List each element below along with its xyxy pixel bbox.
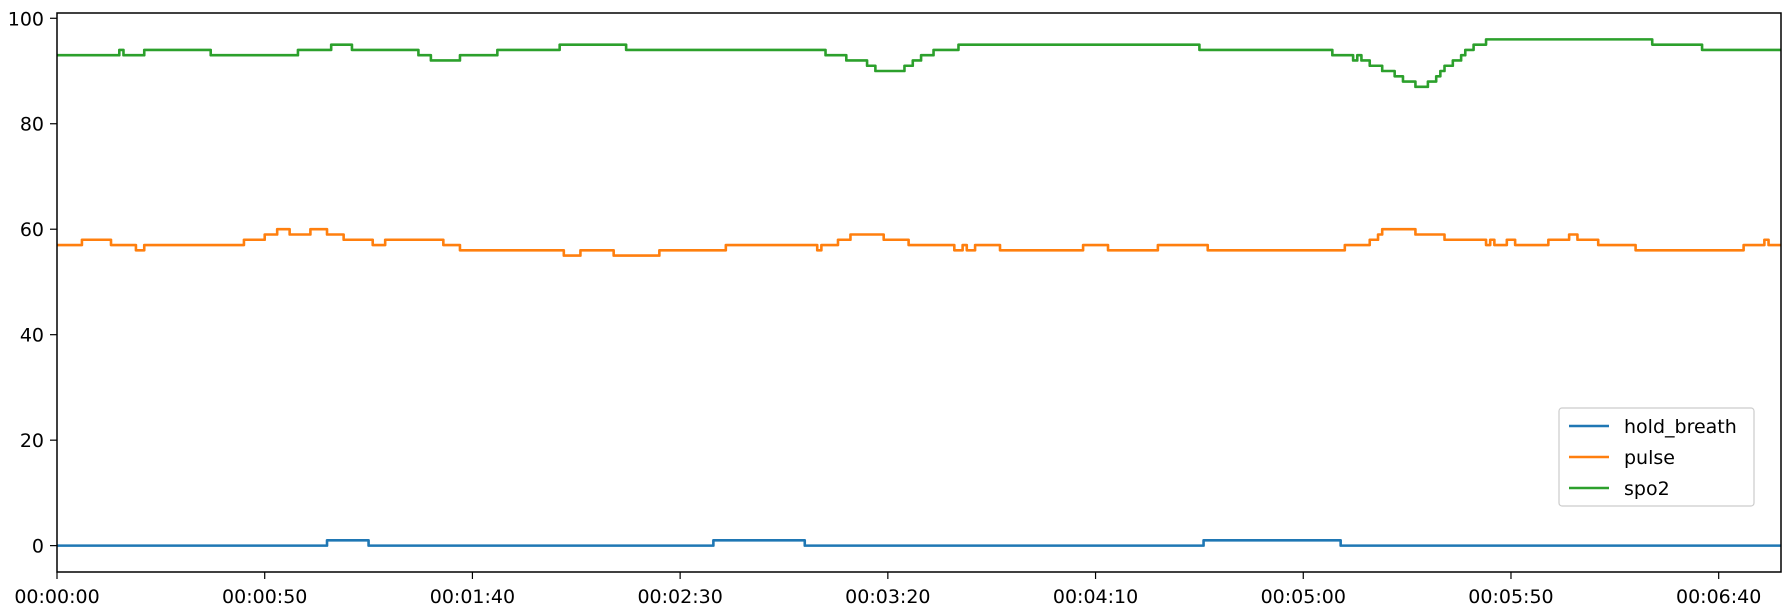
- series-line-pulse: [57, 227, 1781, 257]
- series-line-spo2: [57, 38, 1781, 89]
- y-tick-label: 0: [32, 536, 44, 558]
- y-tick-label: 60: [20, 219, 44, 241]
- x-tick-label: 00:03:20: [845, 586, 930, 608]
- plot-frame: [56, 12, 1782, 573]
- legend-label-pulse: pulse: [1624, 447, 1675, 469]
- y-tick-label: 40: [20, 325, 44, 347]
- x-tick-label: 00:05:50: [1468, 586, 1553, 608]
- y-tick-label: 100: [8, 8, 44, 30]
- y-tick-label: 80: [20, 114, 44, 136]
- x-tick-label: 00:02:30: [637, 586, 722, 608]
- x-tick-label: 00:05:00: [1261, 586, 1346, 608]
- series-line-hold-breath: [57, 539, 1781, 547]
- x-axis: 00:00:00 00:00:50 00:01:40 00:02:30 00:03:20…: [14, 572, 1761, 608]
- x-tick-label: 00:00:50: [222, 586, 307, 608]
- x-tick-label: 00:01:40: [430, 586, 515, 608]
- series-layer: [57, 38, 1781, 547]
- x-tick-label: 00:00:00: [14, 586, 99, 608]
- x-tick-label: 00:04:10: [1053, 586, 1138, 608]
- y-axis: 0 20 40 60 80 100: [8, 8, 57, 558]
- legend-label-hold-breath: hold_breath: [1624, 416, 1737, 438]
- x-tick-label: 00:06:40: [1676, 586, 1761, 608]
- y-tick-label: 20: [20, 430, 44, 452]
- legend-box: [1558, 407, 1755, 507]
- legend-label-spo2: spo2: [1624, 478, 1670, 500]
